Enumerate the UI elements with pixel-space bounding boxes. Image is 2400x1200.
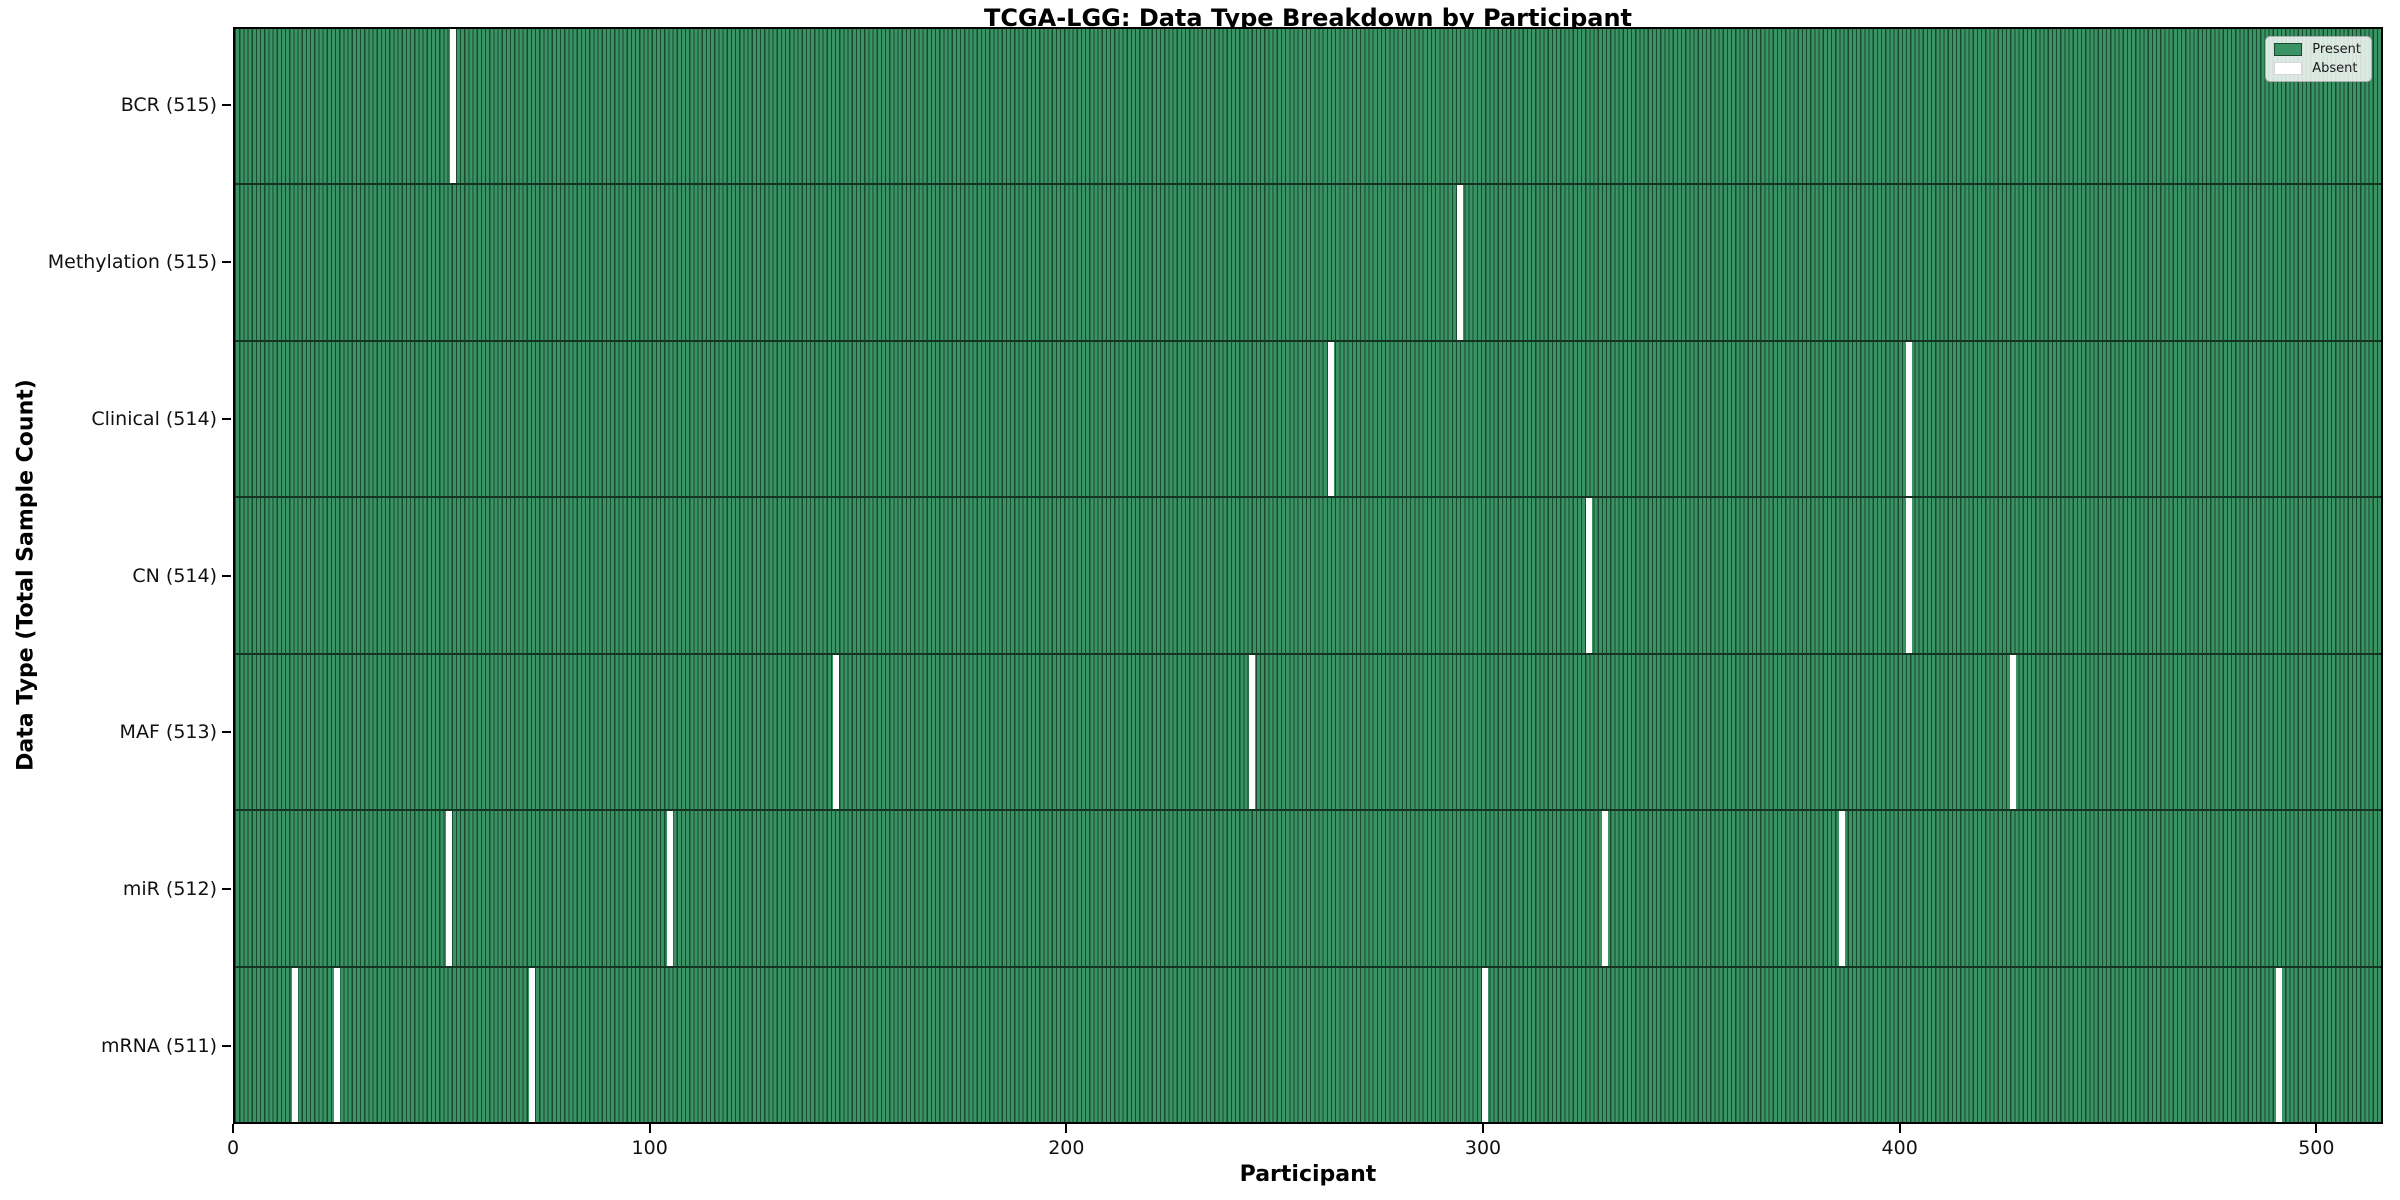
absent-gap-bcr-52 [450, 29, 457, 184]
y-tick-label-mir: miR (512) [122, 877, 217, 900]
row-mrna [235, 965, 2381, 1122]
absent-gap-mir-329 [1602, 811, 1609, 966]
y-tick-mark-methylation [222, 261, 231, 264]
x-tick-label-200: 200 [1048, 1137, 1085, 1159]
absent-gap-mrna-300 [1481, 967, 1488, 1122]
absent-gap-mrna-14 [292, 967, 299, 1122]
x-tick-mark-500 [2315, 1124, 2318, 1133]
absent-gap-mrna-71 [529, 967, 536, 1122]
x-axis-label: Participant [1239, 1162, 1377, 1187]
row-bcr [235, 29, 2381, 184]
absent-gap-mir-51 [446, 811, 453, 966]
x-tick-mark-100 [648, 1124, 651, 1133]
x-tick-mark-400 [1898, 1124, 1901, 1133]
y-tick-label-maf: MAF (513) [119, 721, 217, 744]
y-axis: BCR (515) Methylation (515) Clinical (514)… [0, 27, 231, 1124]
y-tick-mark-mir [222, 887, 231, 890]
y-tick-label-cn: CN (514) [132, 564, 217, 587]
y-tick-mark-bcr [222, 104, 231, 107]
row-clinical [235, 339, 2381, 497]
absent-gap-cn-325 [1585, 498, 1592, 653]
absent-gap-maf-144 [832, 654, 839, 810]
y-tick-mark-clinical [222, 417, 231, 420]
x-tick-mark-300 [1482, 1124, 1484, 1133]
y-tick-mark-cn [222, 574, 231, 577]
plot-area: Present Absent [233, 27, 2383, 1124]
y-tick-label-bcr: BCR (515) [120, 94, 217, 117]
y-tick-label-mrna: mRNA (511) [100, 1034, 217, 1057]
present-swatch-icon [2274, 43, 2303, 56]
x-tick-label-400: 400 [1881, 1137, 1918, 1159]
legend-label-present: Present [2312, 42, 2361, 57]
x-tick-label-0: 0 [226, 1137, 240, 1159]
x-axis: 0 100 200 300 400 500 [227, 1124, 2383, 1184]
y-tick-label-methylation: Methylation (515) [47, 251, 217, 274]
x-tick-mark-0 [232, 1124, 234, 1133]
legend-entry-absent: Absent [2274, 62, 2361, 75]
absent-gap-maf-427 [2009, 654, 2016, 810]
absent-gap-mrna-24 [333, 967, 340, 1122]
row-cn [235, 496, 2381, 653]
legend-label-absent: Absent [2312, 61, 2358, 76]
legend-entry-present: Present [2274, 43, 2361, 56]
absent-gap-cn-402 [1905, 498, 1912, 653]
absent-gap-clinical-263 [1327, 341, 1334, 497]
absent-gap-mir-386 [1839, 811, 1846, 966]
absent-swatch-icon [2274, 62, 2303, 75]
row-methylation [235, 183, 2381, 340]
legend: Present Absent [2265, 36, 2372, 82]
absent-gap-clinical-402 [1905, 341, 1912, 497]
absent-gap-methylation-294 [1456, 185, 1463, 340]
x-tick-label-500: 500 [2298, 1137, 2335, 1159]
y-tick-label-clinical: Clinical (514) [91, 407, 217, 430]
row-maf [235, 652, 2381, 810]
absent-gap-maf-244 [1248, 654, 1255, 810]
absent-gap-mir-104 [666, 811, 673, 966]
x-tick-label-100: 100 [631, 1137, 668, 1159]
x-tick-mark-200 [1065, 1124, 1068, 1133]
y-tick-mark-maf [222, 731, 231, 734]
y-tick-mark-mrna [222, 1044, 231, 1047]
absent-gap-mrna-491 [2276, 967, 2283, 1122]
row-mir [235, 809, 2381, 966]
x-tick-label-300: 300 [1464, 1137, 1502, 1159]
